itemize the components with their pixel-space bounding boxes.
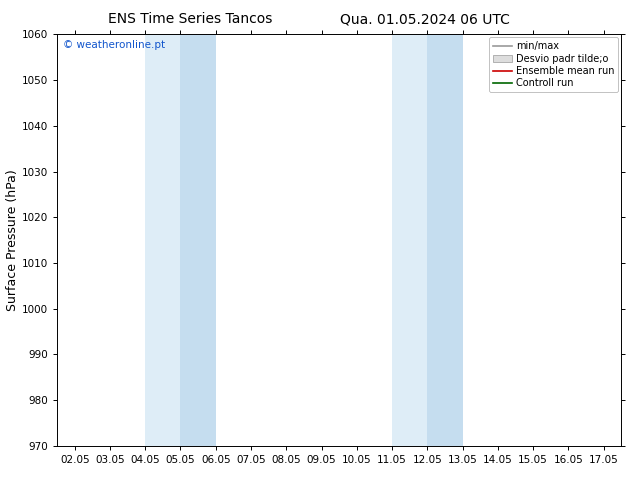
Text: Qua. 01.05.2024 06 UTC: Qua. 01.05.2024 06 UTC xyxy=(340,12,510,26)
Legend: min/max, Desvio padr tilde;o, Ensemble mean run, Controll run: min/max, Desvio padr tilde;o, Ensemble m… xyxy=(489,37,618,92)
Text: ENS Time Series Tancos: ENS Time Series Tancos xyxy=(108,12,273,26)
Bar xyxy=(392,34,463,446)
Y-axis label: Surface Pressure (hPa): Surface Pressure (hPa) xyxy=(6,169,19,311)
Bar xyxy=(427,34,463,446)
Bar xyxy=(145,34,216,446)
Text: © weatheronline.pt: © weatheronline.pt xyxy=(63,41,165,50)
Bar xyxy=(181,34,216,446)
